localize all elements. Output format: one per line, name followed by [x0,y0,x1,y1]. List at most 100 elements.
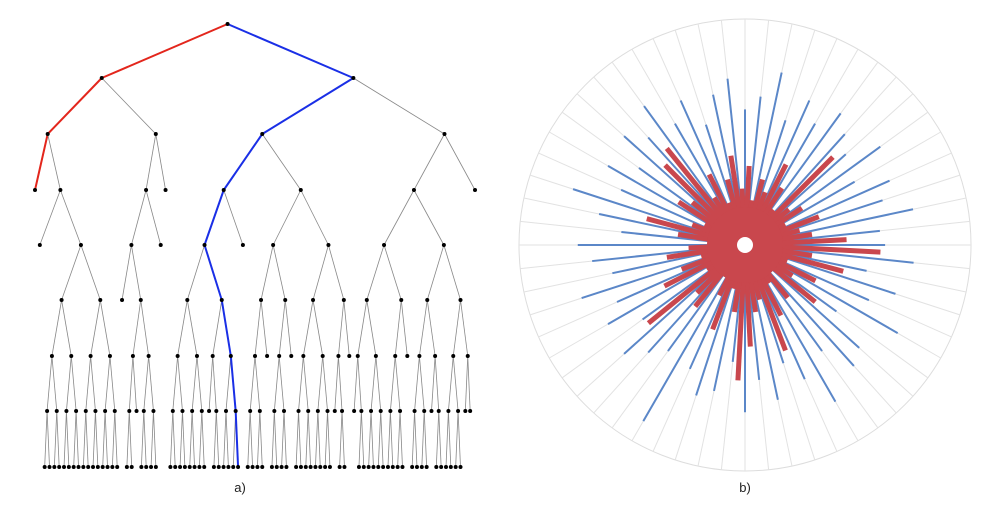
tree-node [211,465,216,469]
tree-node [153,465,158,469]
tree-edge [457,410,461,468]
tree-node [153,132,158,136]
tree-node [400,465,405,469]
tree-node [436,409,441,413]
tree-edge [145,133,157,191]
tree-edge [128,355,134,412]
tree-node [158,243,163,247]
tree-node [202,465,207,469]
tree-edge [177,299,188,357]
tree-edge [132,299,142,357]
tree-node [325,409,330,413]
tree-edge [394,299,402,357]
blue-spoke [642,261,736,422]
tree-edge [203,189,225,246]
tree-node [424,465,429,469]
tree-edge [411,410,415,468]
tree-node [355,354,360,358]
tree-node [170,409,175,413]
tree-node [274,465,279,469]
tree-node [228,354,233,358]
tree-edge [383,189,415,246]
tree-node [451,354,456,358]
tree-edge [284,299,292,357]
tree-edge [448,355,454,412]
tree-edge [104,410,108,468]
tree-node [271,243,276,247]
tree-node [398,409,403,413]
tree-edge [80,244,101,301]
tree-edge [455,410,459,468]
tree-edge [203,244,223,301]
tree-node [124,465,129,469]
tree-node [129,243,134,247]
tree-node [120,298,125,302]
tree-edge [418,355,425,412]
tree-node [298,188,303,192]
tree-edge [302,355,309,412]
tree-edge [172,355,179,412]
tree-edge [353,355,359,412]
tree-node [78,243,83,247]
tree-edge [198,410,203,468]
tree-edge [223,189,244,246]
tree-edge [452,299,461,357]
tree-node [214,409,219,413]
tree-node [376,465,381,469]
tree-node [223,409,228,413]
tree-node [83,409,88,413]
tree-node [175,354,180,358]
tree-edge [132,355,137,412]
tree-node [311,298,316,302]
tree-edge [222,133,264,191]
tree-node [260,465,265,469]
tree-edge [189,410,193,468]
tree-node [342,465,347,469]
tree-edge [341,410,345,468]
tree-node [390,465,395,469]
tree-node [453,465,458,469]
tree-node [91,465,96,469]
tree-edge [358,410,362,468]
tree-edge [249,355,256,412]
tree-node [144,188,149,192]
tree-edge [261,133,302,191]
tree-edge [82,410,87,468]
tree-node [332,409,337,413]
tree-node [442,132,447,136]
tree-edge [357,355,362,412]
tree-edge [394,355,401,412]
tree-node [337,465,342,469]
tree-node [308,465,313,469]
tree-edge [272,244,286,301]
tree-edge [360,410,365,468]
tree-node [441,243,446,247]
tree-node [385,465,390,469]
tree-edge [438,410,442,468]
tree-edge [249,410,253,468]
tree-edge [104,355,111,412]
tree-node [327,465,332,469]
radial-panel [518,18,972,472]
tree-edge [387,410,391,468]
tree-edge [377,410,382,468]
tree-edge [169,410,174,468]
tree-node [129,465,134,469]
tree-node [221,465,226,469]
tree-node [236,465,241,469]
tree-node [151,409,156,413]
tree-edge [400,299,408,357]
tree-node [260,132,265,136]
tree-edge [448,410,452,468]
tree-edge [273,410,278,468]
center-hole [737,237,753,253]
tree-node [373,354,378,358]
tree-edge [51,355,58,412]
tree-node [458,298,463,302]
tree-node [326,243,331,247]
tree-node [139,465,144,469]
tree-edge [66,410,70,468]
tree-edge [191,355,198,412]
tree-node [144,465,149,469]
tree-node [74,409,79,413]
